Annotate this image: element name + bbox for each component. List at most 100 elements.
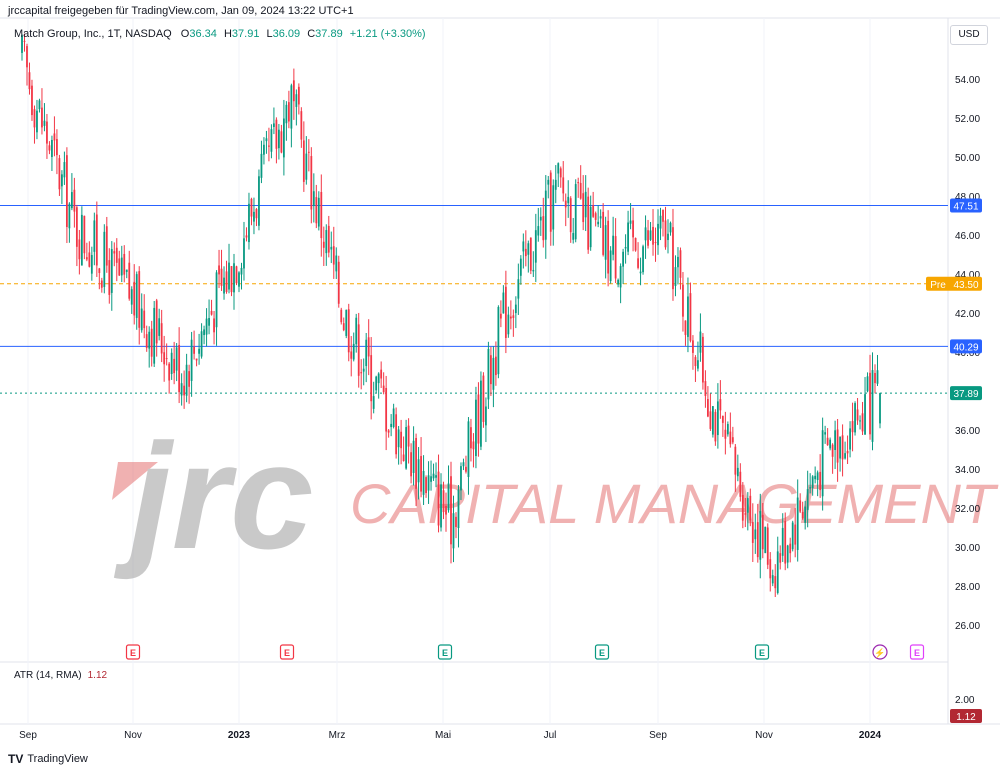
candle-body xyxy=(539,216,542,221)
candle-body xyxy=(821,430,824,497)
candle-body xyxy=(218,265,220,275)
candle-body xyxy=(407,425,410,447)
candle-body xyxy=(622,251,624,267)
candle-body xyxy=(702,336,704,383)
candle-body xyxy=(387,430,390,433)
candle-body xyxy=(554,179,557,190)
candle-body xyxy=(871,370,874,442)
candle-body xyxy=(365,339,368,367)
candle-body xyxy=(21,35,23,53)
candle-body xyxy=(684,320,687,335)
candle-body xyxy=(347,309,350,353)
candle-body xyxy=(589,206,592,248)
candle-body xyxy=(70,192,73,209)
horizontal-lines[interactable] xyxy=(0,205,948,394)
earnings-marker: ⚡ xyxy=(872,644,888,660)
candle-body xyxy=(689,293,692,341)
candle-body xyxy=(707,399,709,417)
candle-body xyxy=(624,247,627,249)
candle-body xyxy=(734,446,737,475)
price-tick-label: 54.00 xyxy=(955,75,980,86)
candle-body xyxy=(28,72,31,90)
candle-body xyxy=(704,381,707,396)
candle-body xyxy=(450,476,452,545)
candle-body xyxy=(455,516,457,528)
candle-body xyxy=(759,511,762,560)
candle-body xyxy=(744,513,747,515)
candle-body xyxy=(599,216,602,219)
candle-body xyxy=(258,176,260,226)
candle-body xyxy=(662,209,664,222)
candle-body xyxy=(322,241,325,248)
candle-body xyxy=(679,250,682,278)
candle-body xyxy=(26,46,28,68)
atr-indicator-legend[interactable]: ATR (14, RMA) 1.12 xyxy=(14,670,107,681)
candle-body xyxy=(592,205,595,217)
support-tag: 40.29 xyxy=(953,342,978,353)
candle-body xyxy=(607,220,610,274)
earnings-markers[interactable]: E E E E E ⚡ E xyxy=(125,644,925,660)
earnings-marker: E xyxy=(279,644,295,660)
candle-body xyxy=(75,207,78,247)
currency-button[interactable]: USD xyxy=(950,25,988,45)
candle-body xyxy=(609,250,612,282)
candle-body xyxy=(751,522,754,543)
earnings-marker-label: E xyxy=(759,648,765,658)
candle-body xyxy=(180,383,183,396)
candle-body xyxy=(158,318,161,336)
candle-body xyxy=(93,220,96,252)
time-tick-label: Nov xyxy=(124,730,142,741)
candle-body xyxy=(255,209,258,219)
symbol-name[interactable]: Match Group, Inc., 1T, NASDAQ xyxy=(14,28,172,40)
candle-body xyxy=(208,318,210,326)
candle-body xyxy=(185,364,188,396)
candle-body xyxy=(297,86,300,105)
pre-market-tag-bg xyxy=(926,276,982,291)
candle-body xyxy=(814,475,817,480)
candle-body xyxy=(457,489,460,529)
candle-body xyxy=(494,356,497,376)
price-tick-label: 34.00 xyxy=(955,465,980,476)
candle-body xyxy=(587,196,590,250)
candle-body xyxy=(260,153,263,178)
candle-body xyxy=(215,272,218,328)
candle-body xyxy=(719,399,722,411)
tradingview-footer[interactable]: TV TradingView xyxy=(8,752,88,766)
candle-body xyxy=(632,220,634,238)
candle-body xyxy=(198,348,200,354)
watermark: jrc CAPITAL MANAGEMENT xyxy=(112,412,999,580)
candle-body xyxy=(816,472,819,480)
candle-body xyxy=(642,246,644,273)
candle-body xyxy=(687,296,689,337)
watermark-logo-mark xyxy=(112,462,158,500)
candle-body xyxy=(200,331,203,357)
candle-body xyxy=(372,396,375,409)
candle-body xyxy=(422,470,425,495)
candle-body xyxy=(869,372,871,435)
candle-body xyxy=(654,242,657,244)
candle-body xyxy=(100,280,103,288)
candle-body xyxy=(88,252,91,267)
candle-body xyxy=(674,267,677,287)
candle-body xyxy=(295,94,298,107)
candle-body xyxy=(497,306,500,375)
candle-body xyxy=(105,226,108,266)
tradingview-brand: TradingView xyxy=(27,753,88,765)
candle-body xyxy=(120,257,123,276)
candle-body xyxy=(195,358,198,361)
support-tag-bg xyxy=(950,339,982,354)
candle-body xyxy=(657,223,659,246)
candle-body xyxy=(36,110,38,133)
candle-body xyxy=(781,527,784,556)
candle-body xyxy=(240,267,243,275)
candle-body xyxy=(694,357,697,367)
candle-body xyxy=(320,192,323,239)
candle-body xyxy=(302,140,305,182)
close-label: C xyxy=(307,28,316,40)
candle-body xyxy=(377,373,380,384)
candle-body xyxy=(851,421,854,433)
candle-body xyxy=(644,227,647,241)
candle-body xyxy=(230,266,233,293)
candle-body xyxy=(268,145,270,147)
